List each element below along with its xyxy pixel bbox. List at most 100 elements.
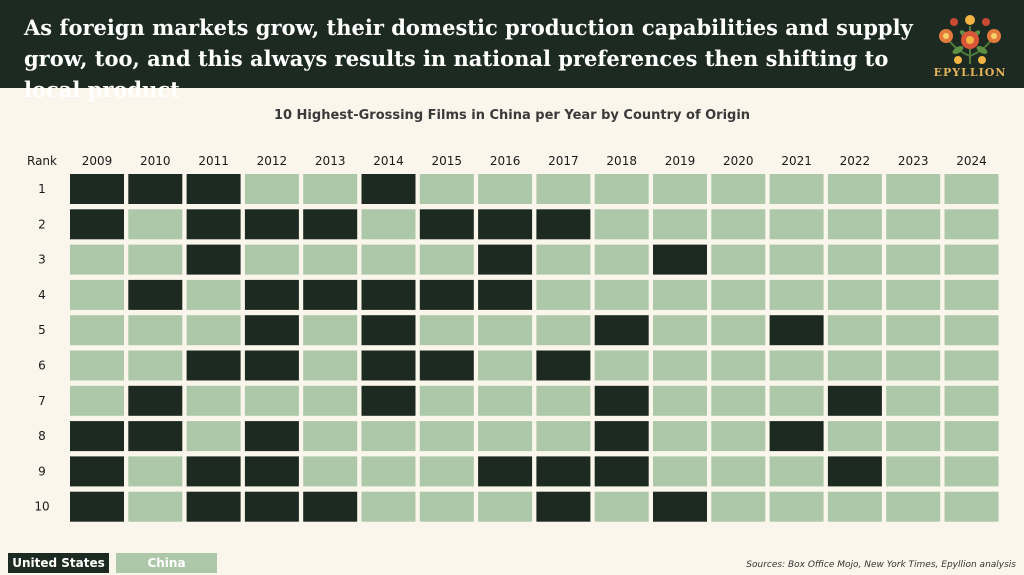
heatmap-cell-rank-2-2024 bbox=[944, 209, 999, 240]
row-label-5: 5 bbox=[38, 323, 46, 337]
heatmap-cell-rank-7-2018 bbox=[594, 385, 649, 416]
heatmap-cell-rank-4-2020 bbox=[711, 279, 766, 310]
row-label-7: 7 bbox=[38, 394, 46, 408]
heatmap-cell-rank-2-2020 bbox=[711, 209, 766, 240]
heatmap-cell-rank-10-2009 bbox=[70, 491, 124, 522]
heatmap-cell-rank-10-2016 bbox=[478, 491, 533, 522]
heatmap-cell-rank-9-2009 bbox=[70, 456, 124, 487]
heatmap-cell-rank-7-2022 bbox=[827, 385, 882, 416]
row-label-8: 8 bbox=[38, 429, 46, 443]
heatmap-cell-rank-5-2019 bbox=[653, 315, 707, 346]
heatmap-cell-rank-6-2010 bbox=[128, 350, 183, 381]
floral-ornament-icon bbox=[939, 15, 1001, 65]
heatmap-cell-rank-7-2013 bbox=[303, 385, 358, 416]
heatmap-cell-rank-6-2018 bbox=[594, 350, 649, 381]
heatmap-cell-rank-7-2021 bbox=[769, 385, 824, 416]
heatmap-cell-rank-10-2022 bbox=[827, 491, 882, 522]
heatmap-cell-rank-9-2021 bbox=[769, 456, 824, 487]
column-label-2024: 2024 bbox=[956, 154, 987, 168]
heatmap-cell-rank-1-2018 bbox=[594, 174, 649, 204]
heatmap-cell-rank-8-2014 bbox=[361, 421, 416, 452]
heatmap-cell-rank-6-2024 bbox=[944, 350, 999, 381]
heatmap-cell-rank-6-2020 bbox=[711, 350, 766, 381]
headline: As foreign markets grow, their domestic … bbox=[24, 15, 913, 102]
heatmap-cell-rank-7-2010 bbox=[128, 385, 183, 416]
heatmap-cell-rank-10-2011 bbox=[186, 491, 241, 522]
heatmap-cell-rank-4-2021 bbox=[769, 279, 824, 310]
row-label-4: 4 bbox=[38, 288, 46, 302]
row-header-label: Rank bbox=[27, 154, 57, 168]
heatmap-cell-rank-3-2020 bbox=[711, 244, 766, 275]
heatmap-cell-rank-3-2010 bbox=[128, 244, 183, 275]
heatmap-cell-rank-4-2013 bbox=[303, 279, 358, 310]
heatmap-cell-rank-7-2023 bbox=[886, 385, 941, 416]
row-label-6: 6 bbox=[38, 359, 46, 373]
heatmap-cell-rank-6-2021 bbox=[769, 350, 824, 381]
heatmap-cell-rank-3-2016 bbox=[478, 244, 533, 275]
heatmap-cell-rank-5-2023 bbox=[886, 315, 941, 346]
heatmap-cell-rank-2-2014 bbox=[361, 209, 416, 240]
heatmap-cell-rank-8-2020 bbox=[711, 421, 766, 452]
heatmap-cell-rank-2-2010 bbox=[128, 209, 183, 240]
column-label-2010: 2010 bbox=[140, 154, 171, 168]
heatmap-cell-rank-10-2015 bbox=[419, 491, 474, 522]
heatmap-cell-rank-2-2012 bbox=[244, 209, 299, 240]
heatmap-cell-rank-10-2024 bbox=[944, 491, 999, 522]
heatmap-cell-rank-6-2019 bbox=[653, 350, 707, 381]
heatmap-cell-rank-3-2022 bbox=[827, 244, 882, 275]
heatmap-cell-rank-6-2023 bbox=[886, 350, 941, 381]
heatmap-cell-rank-1-2024 bbox=[944, 174, 999, 204]
heatmap-cell-rank-4-2022 bbox=[827, 279, 882, 310]
heatmap-cell-rank-8-2017 bbox=[536, 421, 591, 452]
heatmap-cell-rank-9-2015 bbox=[419, 456, 474, 487]
heatmap-cell-rank-1-2009 bbox=[70, 174, 124, 204]
heatmap-cell-rank-7-2014 bbox=[361, 385, 416, 416]
heatmap-cell-rank-8-2023 bbox=[886, 421, 941, 452]
heatmap-cell-rank-4-2015 bbox=[419, 279, 474, 310]
heatmap-cell-rank-5-2010 bbox=[128, 315, 183, 346]
column-label-2009: 2009 bbox=[82, 154, 113, 168]
heatmap-cell-rank-9-2017 bbox=[536, 456, 591, 487]
heatmap-cell-rank-4-2019 bbox=[653, 279, 707, 310]
heatmap-cell-rank-4-2012 bbox=[244, 279, 299, 310]
heatmap-cell-rank-8-2012 bbox=[244, 421, 299, 452]
heatmap-cell-rank-1-2016 bbox=[478, 174, 533, 204]
heatmap-cell-rank-5-2016 bbox=[478, 315, 533, 346]
column-label-2015: 2015 bbox=[432, 154, 463, 168]
column-label-2011: 2011 bbox=[198, 154, 229, 168]
heatmap-cell-rank-7-2015 bbox=[419, 385, 474, 416]
heatmap-cell-rank-2-2022 bbox=[827, 209, 882, 240]
heatmap-cell-rank-8-2013 bbox=[303, 421, 358, 452]
heatmap-cell-rank-10-2023 bbox=[886, 491, 941, 522]
heatmap-cell-rank-7-2019 bbox=[653, 385, 707, 416]
heatmap-cell-rank-3-2024 bbox=[944, 244, 999, 275]
heatmap-cell-rank-10-2010 bbox=[128, 491, 183, 522]
heatmap-cell-rank-1-2014 bbox=[361, 174, 416, 204]
heatmap-cell-rank-4-2011 bbox=[186, 279, 241, 310]
heatmap-cell-rank-4-2009 bbox=[70, 279, 124, 310]
header-bar: As foreign markets grow, their domestic … bbox=[0, 0, 1024, 102]
heatmap-cell-rank-1-2012 bbox=[244, 174, 299, 204]
heatmap-cell-rank-6-2022 bbox=[827, 350, 882, 381]
heatmap-cell-rank-9-2012 bbox=[244, 456, 299, 487]
heatmap-cell-rank-5-2009 bbox=[70, 315, 124, 346]
heatmap-cell-rank-7-2012 bbox=[244, 385, 299, 416]
heatmap-cell-rank-5-2014 bbox=[361, 315, 416, 346]
heatmap-cell-rank-5-2012 bbox=[244, 315, 299, 346]
heatmap-cell-rank-2-2016 bbox=[478, 209, 533, 240]
heatmap-cell-rank-6-2015 bbox=[419, 350, 474, 381]
legend-item-china: China bbox=[116, 553, 217, 573]
heatmap-cell-rank-1-2023 bbox=[886, 174, 941, 204]
heatmap-cell-rank-9-2014 bbox=[361, 456, 416, 487]
heatmap-cell-rank-5-2022 bbox=[827, 315, 882, 346]
heatmap-cell-rank-6-2017 bbox=[536, 350, 591, 381]
heatmap-cell-rank-3-2019 bbox=[653, 244, 707, 275]
heatmap-cell-rank-3-2013 bbox=[303, 244, 358, 275]
heatmap-cell-rank-1-2022 bbox=[827, 174, 882, 204]
heatmap-cell-rank-5-2017 bbox=[536, 315, 591, 346]
column-label-2014: 2014 bbox=[373, 154, 404, 168]
column-label-2018: 2018 bbox=[606, 154, 637, 168]
heatmap-cell-rank-7-2011 bbox=[186, 385, 241, 416]
row-label-10: 10 bbox=[34, 500, 49, 514]
heatmap-cell-rank-7-2009 bbox=[70, 385, 124, 416]
